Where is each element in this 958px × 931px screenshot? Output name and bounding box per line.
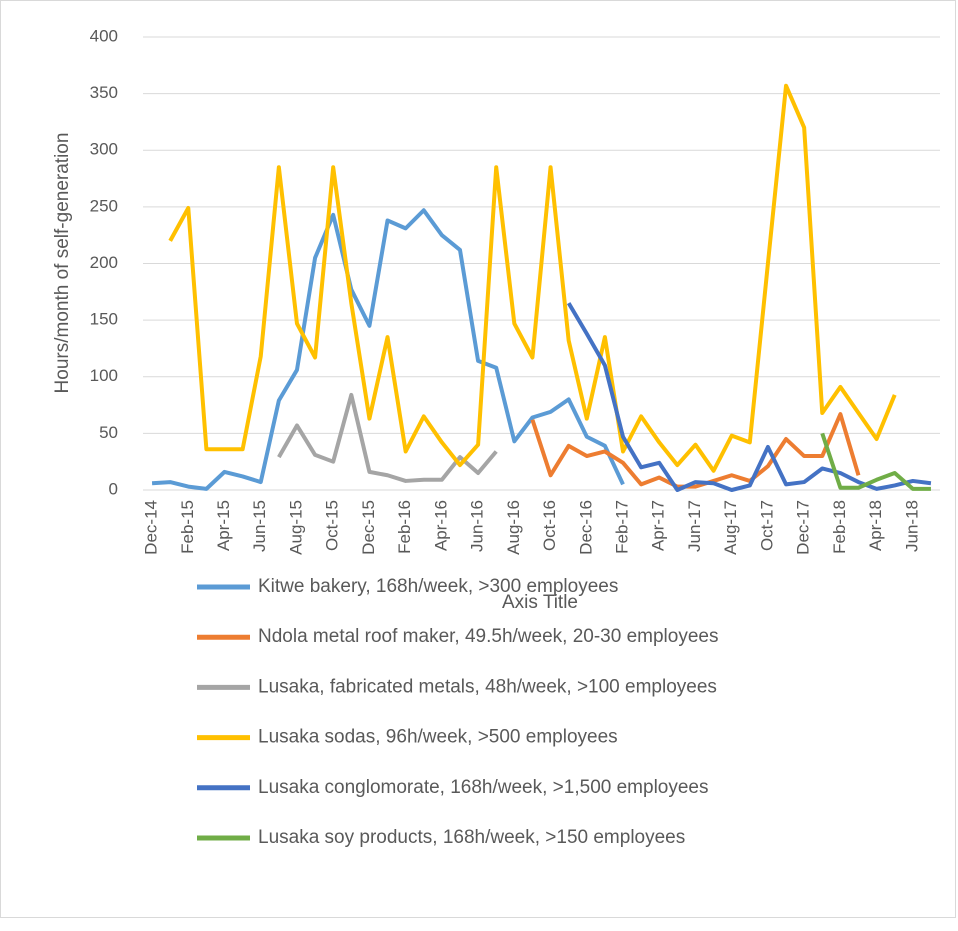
x-tick-label: Jun-16 <box>468 500 487 552</box>
y-axis-title: Hours/month of self-generation <box>52 133 73 394</box>
series-line <box>820 432 931 491</box>
series-line <box>277 392 498 483</box>
x-tick-label: Apr-15 <box>214 500 233 551</box>
x-tick-label: Apr-16 <box>431 500 450 551</box>
legend-label: Kitwe bakery, 168h/week, >300 employees <box>258 576 618 597</box>
x-tick-label: Jun-17 <box>685 500 704 552</box>
y-tick-label: 350 <box>90 83 118 102</box>
x-tick-label: Feb-16 <box>395 500 414 554</box>
legend-entry: Lusaka soy products, 168h/week, >150 emp… <box>197 827 685 848</box>
x-tick-label: Aug-15 <box>286 500 305 555</box>
y-tick-label: 200 <box>90 253 118 272</box>
x-tick-label: Dec-17 <box>794 500 813 555</box>
x-tick-label: Dec-14 <box>142 500 161 555</box>
x-tick-label: Apr-18 <box>866 500 885 551</box>
x-tick-label: Dec-15 <box>359 500 378 555</box>
y-tick-label: 100 <box>90 366 118 385</box>
y-tick-label: 300 <box>90 140 118 159</box>
x-tick-label: Feb-15 <box>178 500 197 554</box>
x-tick-label: Aug-17 <box>721 500 740 555</box>
legend-label: Lusaka sodas, 96h/week, >500 employees <box>258 727 618 748</box>
x-tick-label: Jun-18 <box>902 500 921 552</box>
x-tick-label: Apr-17 <box>649 500 668 551</box>
legend-entry: Ndola metal roof maker, 49.5h/week, 20-3… <box>197 626 718 647</box>
legend-entry: Kitwe bakery, 168h/week, >300 employees <box>197 576 618 597</box>
x-tick-label: Oct-16 <box>540 500 559 551</box>
legend-label: Lusaka conglomorate, 168h/week, >1,500 e… <box>258 777 709 798</box>
legend-label: Lusaka soy products, 168h/week, >150 emp… <box>258 827 685 848</box>
legend-entry: Lusaka, fabricated metals, 48h/week, >10… <box>197 676 717 697</box>
series-line <box>151 208 625 491</box>
legend-label: Lusaka, fabricated metals, 48h/week, >10… <box>258 676 717 697</box>
y-tick-label: 50 <box>99 423 118 442</box>
x-tick-label: Jun-15 <box>250 500 269 552</box>
y-tick-label: 150 <box>90 310 118 329</box>
series-line <box>566 302 932 492</box>
y-tick-label: 400 <box>90 26 118 45</box>
x-axis-title: Axis Title <box>502 592 578 613</box>
series-line <box>530 412 861 489</box>
x-tick-label: Oct-15 <box>323 500 342 551</box>
series-line <box>168 83 897 473</box>
x-tick-label: Aug-16 <box>504 500 523 555</box>
x-tick-label: Feb-17 <box>612 500 631 554</box>
x-tick-label: Feb-18 <box>830 500 849 554</box>
y-tick-label: 250 <box>90 196 118 215</box>
legend-entry: Lusaka conglomorate, 168h/week, >1,500 e… <box>197 777 709 798</box>
legend-label: Ndola metal roof maker, 49.5h/week, 20-3… <box>258 626 718 647</box>
y-tick-label: 0 <box>109 479 118 498</box>
legend-entry: Lusaka sodas, 96h/week, >500 employees <box>197 727 618 748</box>
x-tick-label: Oct-17 <box>757 500 776 551</box>
x-tick-label: Dec-16 <box>576 500 595 555</box>
